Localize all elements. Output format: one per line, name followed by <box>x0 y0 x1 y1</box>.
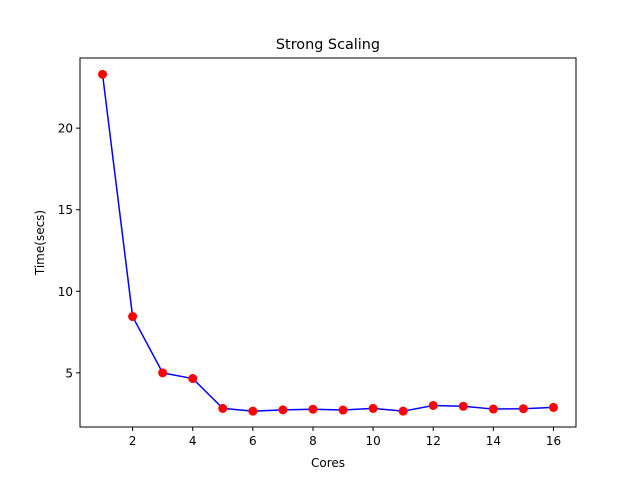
data-point <box>98 69 108 79</box>
x-tick-label: 8 <box>309 434 317 448</box>
data-point <box>158 368 168 378</box>
y-tick-label: 10 <box>58 285 73 299</box>
data-point <box>218 403 228 413</box>
data-point <box>248 406 258 416</box>
x-tick-label: 4 <box>189 434 197 448</box>
x-tick-label: 14 <box>486 434 501 448</box>
y-axis-label: Time(secs) <box>33 210 47 276</box>
y-tick-label: 20 <box>58 122 73 136</box>
x-tick-label: 10 <box>365 434 380 448</box>
data-point <box>308 404 318 414</box>
data-point <box>398 406 408 416</box>
x-axis-label: Cores <box>311 456 345 470</box>
plot-area: 2 4 6 8 10 12 14 16 5 10 15 20 <box>58 69 561 448</box>
chart-title: Strong Scaling <box>276 37 380 53</box>
x-tick-label: 2 <box>129 434 137 448</box>
data-point <box>518 404 528 414</box>
data-point <box>428 400 438 410</box>
data-point <box>278 405 288 415</box>
series-line <box>101 74 554 412</box>
data-point <box>128 312 138 322</box>
data-point <box>458 401 468 411</box>
x-tick-label: 6 <box>249 434 257 448</box>
data-point <box>548 402 558 412</box>
plot-frame <box>79 57 577 428</box>
x-tick-label: 12 <box>426 434 441 448</box>
data-point <box>188 374 198 384</box>
y-tick-label: 15 <box>58 203 73 217</box>
x-tick-label: 16 <box>546 434 561 448</box>
data-point <box>368 403 378 413</box>
data-point <box>338 405 348 415</box>
y-tick-label: 5 <box>65 366 73 380</box>
data-point <box>488 404 498 414</box>
